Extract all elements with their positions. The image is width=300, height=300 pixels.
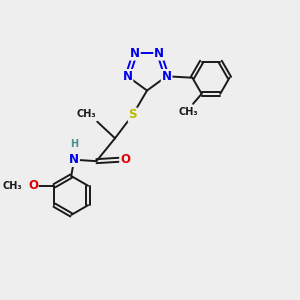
Text: O: O [28,179,38,192]
Text: N: N [69,153,79,166]
Text: S: S [128,108,137,121]
Text: CH₃: CH₃ [76,110,96,119]
Text: CH₃: CH₃ [2,181,22,191]
Text: N: N [122,70,132,83]
Text: H: H [70,139,79,149]
Text: N: N [154,47,164,60]
Text: CH₃: CH₃ [179,107,199,117]
Text: N: N [130,47,140,60]
Text: O: O [120,153,130,166]
Text: N: N [162,70,172,83]
